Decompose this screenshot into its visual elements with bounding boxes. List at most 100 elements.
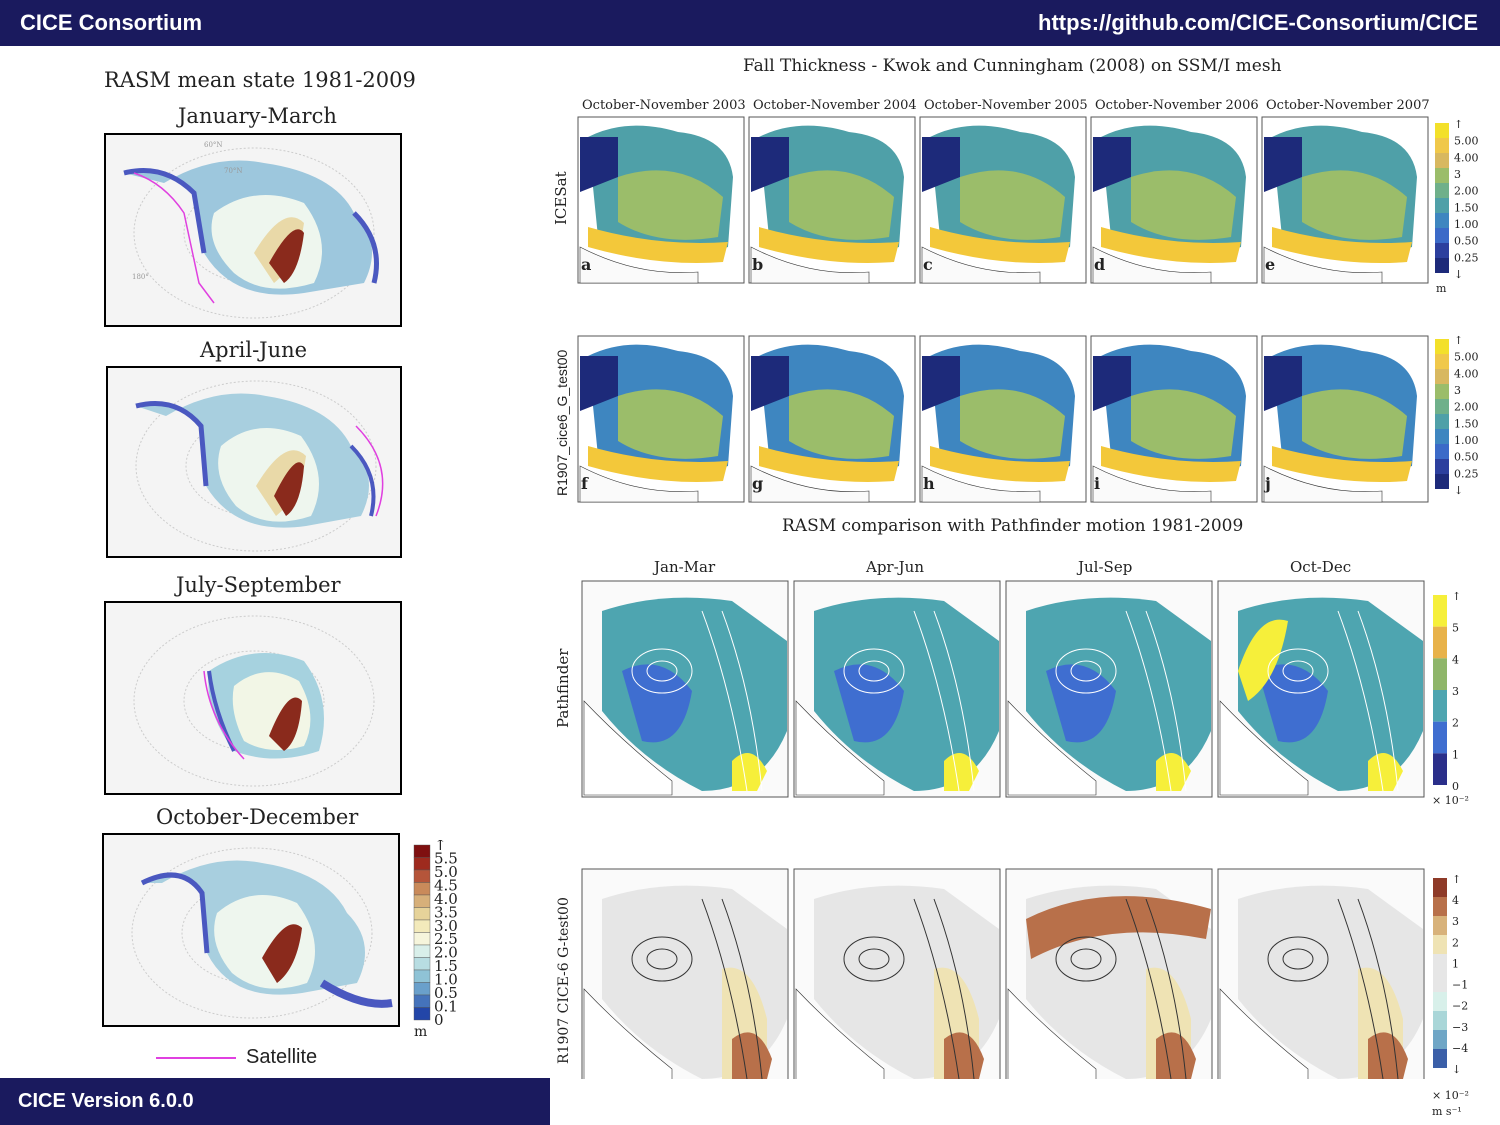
- motion-colorbar2-swatch: [1433, 1011, 1447, 1030]
- rasm-colorbar-swatch: [413, 944, 431, 958]
- fall-title: Fall Thickness - Kwok and Cunningham (20…: [743, 56, 1282, 76]
- season-title-amj: April-June: [200, 338, 308, 362]
- fall-colorbar-swatch: [1435, 243, 1449, 258]
- motion-column-title: Jan-Mar: [654, 558, 716, 576]
- fall-column-title: October-November 2004: [753, 98, 917, 113]
- motion-panel: [1217, 580, 1425, 798]
- rasm-colorbar-swatch: [413, 957, 431, 971]
- fall-row-label-icesat: ICESat: [552, 171, 570, 225]
- github-link[interactable]: https://github.com/CICE-Consortium/CICE: [1038, 10, 1478, 35]
- fall-colorbar-tick: 2.00: [1454, 185, 1479, 198]
- fall-colorbar-tick: 1.50: [1454, 201, 1479, 214]
- motion-panel: [793, 580, 1001, 798]
- motion-colorbar2-tick: −4: [1452, 1042, 1468, 1055]
- fall-panel: f: [577, 335, 745, 503]
- fall-panel: h: [919, 335, 1087, 503]
- rasm-colorbar-tick: 5.0: [434, 863, 458, 881]
- motion-colorbar2-swatch: [1433, 1049, 1447, 1068]
- motion-colorbar1-tick: 5: [1452, 622, 1459, 635]
- fall-colorbar-tick: ↑: [1454, 118, 1463, 131]
- rasm-colorbar-tick: 5.5: [434, 849, 458, 867]
- rasm-colorbar-swatch: [413, 894, 431, 908]
- rasm-colorbar-tick: 1.5: [434, 957, 458, 975]
- fall-panel: g: [748, 335, 916, 503]
- fall-colorbar-swatch: [1435, 123, 1449, 138]
- fall-colorbar-swatch: [1435, 198, 1449, 213]
- fall-panel-letter: h: [923, 474, 935, 493]
- fall-colorbar-tick: ↓: [1454, 484, 1463, 497]
- top-banner: CICE Consortium https://github.com/CICE-…: [0, 0, 1500, 46]
- fall-colorbar-swatch: [1435, 213, 1449, 228]
- season-title-jas: July-September: [176, 573, 341, 597]
- rasm-colorbar-tick: 0: [434, 1011, 444, 1029]
- rasm-colorbar-swatch: [413, 919, 431, 933]
- motion-colorbar2-tick: 1: [1452, 957, 1459, 970]
- fall-colorbar-tick: 4.00: [1454, 151, 1479, 164]
- motion-colorbar-1: ↑ 5 4 3 2 1 0× 10⁻²: [1432, 590, 1469, 807]
- fall-colorbar-swatch: [1435, 138, 1449, 153]
- motion-colorbar1-swatch: [1433, 626, 1447, 659]
- rasm-colorbar-tick: 4.5: [434, 876, 458, 894]
- fall-colorbar-tick: 3: [1454, 168, 1461, 181]
- motion-row-label-pathfinder: Pathfinder: [554, 648, 572, 728]
- motion-colorbar2-tick: ↑: [1452, 875, 1461, 886]
- motion-colorbar2-tick: 3: [1452, 915, 1459, 928]
- fall-colorbar-tick: ↓: [1454, 268, 1463, 281]
- fall-panels: a b c d e f g h i j: [577, 116, 1429, 503]
- motion-colorbar1-swatch: [1433, 753, 1447, 785]
- motion-colorbar2-tick: ↓: [1452, 1063, 1461, 1076]
- rasm-map-ond: [102, 833, 400, 1027]
- season-title-ond: October-December: [156, 805, 359, 829]
- motion-colorbar2-swatch: [1433, 992, 1447, 1011]
- motion-colorbar1-swatch: [1433, 721, 1447, 754]
- fall-colorbar-swatch: [1435, 474, 1449, 489]
- motion-colorbar2-swatch: [1433, 897, 1447, 916]
- fall-panel-letter: f: [581, 474, 589, 493]
- fall-panel-letter: e: [1265, 255, 1275, 274]
- fall-colorbar-swatch: [1435, 168, 1449, 183]
- motion-panel: [1005, 868, 1213, 1079]
- motion-colorbar2-swatch: [1433, 1030, 1447, 1049]
- motion-colorbar1-tick: ↑: [1452, 590, 1461, 603]
- motion-colorbar1-tick: 1: [1452, 748, 1459, 761]
- motion-colorbar1-tick: 2: [1452, 717, 1459, 730]
- fall-colorbar-tick: 1.00: [1454, 434, 1479, 447]
- rasm-colorbar-swatch: [413, 969, 431, 983]
- rasm-colorbar-swatch: [413, 857, 431, 871]
- bottom-banner: CICE Version 6.0.0: [0, 1078, 550, 1125]
- fall-colorbar-swatch: [1435, 369, 1449, 384]
- motion-colorbar2-swatch: [1433, 954, 1447, 973]
- motion-colorbar1-swatch: [1433, 658, 1447, 690]
- rasm-colorbar-tick: ↑: [434, 840, 447, 854]
- season-title-jfm: January-March: [178, 104, 337, 128]
- motion-colorbar1-unit: × 10⁻²: [1432, 794, 1469, 807]
- rasm-colorbar-tick: 2.5: [434, 930, 458, 948]
- rasm-map-jas: [104, 601, 402, 795]
- motion-colorbar1-tick: 0: [1452, 780, 1459, 793]
- rasm-colorbar-swatch: [413, 982, 431, 996]
- fall-panel: i: [1090, 335, 1258, 503]
- fall-colorbar-tick: 0.25: [1454, 467, 1479, 480]
- fall-colorbar-swatch: [1435, 444, 1449, 459]
- lat-label-70: 70°N: [224, 167, 243, 175]
- fall-colorbar-swatch: [1435, 228, 1449, 243]
- fall-panel: c: [919, 116, 1087, 284]
- fall-colorbar-tick: 0.50: [1454, 235, 1479, 248]
- fall-column-title: October-November 2005: [924, 98, 1088, 113]
- consortium-title: CICE Consortium: [20, 10, 203, 35]
- rasm-colorbar-swatch: [413, 882, 431, 896]
- rasm-colorbar-tick: 3.5: [434, 903, 458, 921]
- motion-panel: [1217, 868, 1425, 1079]
- rasm-colorbar-unit: m: [414, 1024, 428, 1040]
- rasm-title: RASM mean state 1981-2009: [104, 68, 416, 92]
- fall-panel-letter: b: [752, 255, 763, 274]
- lon-label-180: 180°: [132, 273, 149, 281]
- fall-colorbar-swatch: [1435, 258, 1449, 273]
- version-label: CICE Version 6.0.0: [18, 1090, 194, 1112]
- rasm-colorbar-tick: 4.0: [434, 890, 458, 908]
- rasm-colorbar-swatch: [413, 994, 431, 1008]
- fall-panel: d: [1090, 116, 1258, 284]
- rasm-colorbar-tick: 3.0: [434, 917, 458, 935]
- rasm-colorbar-tick: 1.0: [434, 971, 458, 989]
- fall-colorbar-tick: 0.25: [1454, 251, 1479, 264]
